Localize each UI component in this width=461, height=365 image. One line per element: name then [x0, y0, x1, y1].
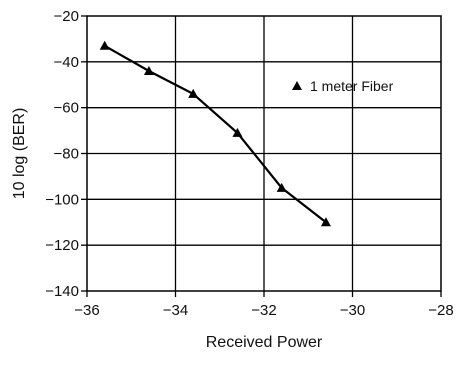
x-tick-label: −28: [428, 302, 453, 319]
data-point-marker: [188, 88, 199, 98]
x-tick-label: −32: [251, 302, 276, 319]
y-tick-label: −140: [45, 283, 79, 300]
x-tick-label: −36: [74, 302, 99, 319]
series: [99, 40, 331, 227]
y-tick-label: −80: [54, 146, 79, 163]
grid: [87, 16, 441, 291]
legend: 1 meter Fiber: [292, 78, 394, 94]
legend-label: 1 meter Fiber: [310, 78, 394, 94]
data-point-marker: [99, 40, 110, 50]
y-axis-title: 10 log (BER): [11, 108, 28, 200]
x-tick-label: −34: [163, 302, 188, 319]
y-tick-label: −60: [54, 100, 79, 117]
series-line: [104, 44, 327, 224]
x-tick-label: −30: [340, 302, 365, 319]
y-tick-label: −100: [45, 191, 79, 208]
data-point-marker: [232, 127, 243, 137]
data-point-marker: [320, 217, 331, 227]
y-tick-label: −40: [54, 54, 79, 71]
legend-marker: [292, 81, 302, 90]
x-axis-title: Received Power: [206, 334, 323, 351]
data-point-marker: [143, 66, 154, 75]
y-tick-label: −120: [45, 237, 79, 254]
axis-ticks: −36 −34 −32 −30 −28 −20 −40 −60 −80 −100 −120 −140: [45, 8, 454, 319]
y-tick-label: −20: [54, 8, 79, 25]
data-point-marker: [276, 182, 287, 192]
